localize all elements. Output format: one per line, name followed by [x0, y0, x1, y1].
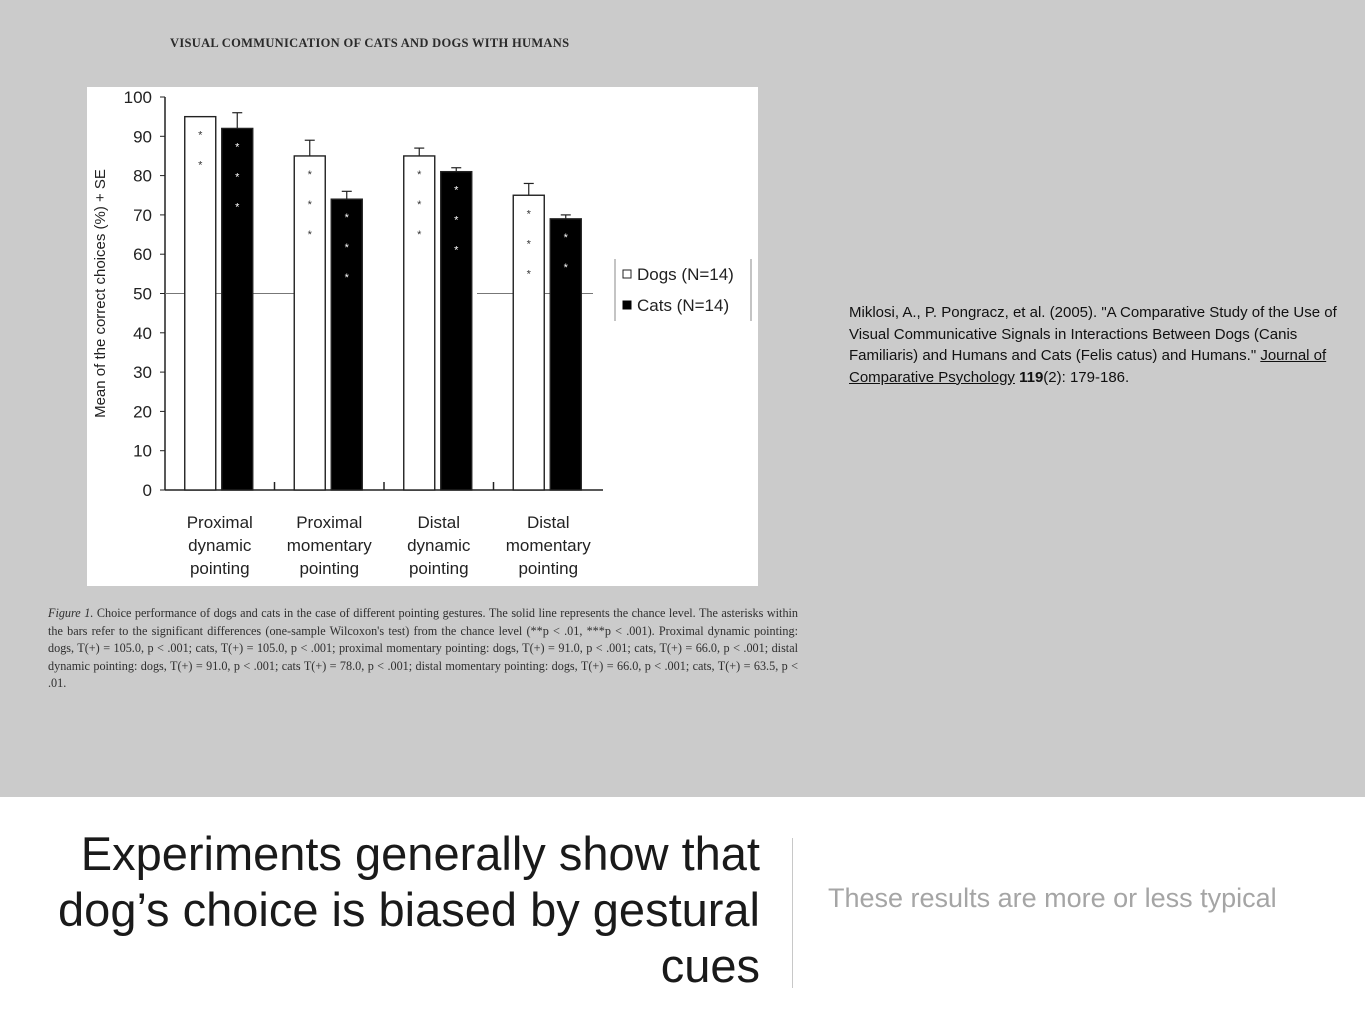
slide-headline: Experiments generally show that dog’s ch… [58, 827, 760, 992]
significance-star: * [527, 268, 532, 280]
x-category-label: Distal [527, 513, 570, 532]
significance-star: * [198, 130, 203, 142]
x-category-label: momentary [506, 536, 592, 555]
significance-star: * [345, 212, 350, 224]
significance-star: * [345, 272, 350, 284]
significance-star: * [417, 169, 422, 181]
significance-star: * [345, 242, 350, 254]
caption-lead: Figure 1. [48, 606, 94, 620]
x-category-label: Proximal [296, 513, 362, 532]
significance-star: * [527, 238, 532, 250]
x-category-label: momentary [287, 536, 373, 555]
y-tick-label: 20 [133, 402, 152, 421]
slide-subtext: These results are more or less typical [828, 883, 1277, 913]
significance-star: * [308, 199, 313, 211]
x-category-label: pointing [409, 559, 469, 578]
citation-journal: Journal of Comparative Psychology [849, 347, 1327, 386]
x-category-label: dynamic [188, 536, 252, 555]
citation-volume: 119 [1019, 368, 1044, 386]
dog-bar [512, 194, 545, 491]
scanned-figure: VISUAL COMMUNICATION OF CATS AND DOGS WI… [0, 0, 820, 797]
figure-caption: Figure 1. Choice performance of dogs and… [48, 605, 798, 693]
x-category-label: pointing [518, 559, 578, 578]
significance-star: * [308, 169, 313, 181]
bar-chart: Mean of the correct choices (%) + SE 100 9… [87, 87, 758, 586]
significance-star: * [235, 201, 240, 213]
significance-star: * [417, 199, 422, 211]
cat-bar [330, 198, 363, 491]
y-tick-label: 50 [133, 285, 152, 304]
significance-star: * [198, 160, 203, 172]
legend-label-cats: Cats (N=14) [637, 296, 729, 315]
cat-bar [440, 170, 473, 491]
y-tick-label: 30 [133, 363, 152, 382]
citation-issue-pages: (2): 179-186. [1043, 368, 1130, 386]
y-tick-label: 0 [143, 481, 152, 500]
significance-star: * [235, 141, 240, 153]
cat-bar [549, 218, 582, 491]
caption-text: Choice performance of dogs and cats in t… [48, 606, 799, 691]
y-axis-label: Mean of the correct choices (%) + SE [92, 169, 109, 418]
citation-authors: Miklosi, A., P. Pongracz, et al. (2005).… [849, 304, 1337, 364]
paper-running-header: VISUAL COMMUNICATION OF CATS AND DOGS WI… [170, 36, 570, 50]
significance-star: * [454, 215, 459, 227]
significance-star: * [564, 262, 569, 274]
divider [792, 838, 793, 988]
significance-star: * [564, 232, 569, 244]
y-tick-label: 70 [133, 206, 152, 225]
y-tick-label: 100 [124, 88, 152, 107]
dog-bar [293, 155, 326, 491]
figure-panel: VISUAL COMMUNICATION OF CATS AND DOGS WI… [0, 0, 1365, 797]
significance-star: * [235, 171, 240, 183]
y-tick-label: 80 [133, 167, 152, 186]
y-tick-label: 40 [133, 324, 152, 343]
legend-swatch-dogs [622, 269, 632, 279]
y-tick-label: 90 [133, 127, 152, 146]
significance-star: * [454, 185, 459, 197]
dog-bar [184, 115, 217, 491]
significance-star: * [417, 229, 422, 241]
x-category-label: Distal [417, 513, 460, 532]
x-category-label: dynamic [407, 536, 471, 555]
x-category-label: pointing [299, 559, 359, 578]
legend-swatch-cats [622, 300, 632, 310]
cat-bar [221, 127, 254, 491]
legend-label-dogs: Dogs (N=14) [637, 265, 734, 284]
x-category-label: Proximal [187, 513, 253, 532]
significance-star: * [527, 208, 532, 220]
y-tick-label: 10 [133, 442, 152, 461]
y-tick-label: 60 [133, 245, 152, 264]
citation: Miklosi, A., P. Pongracz, et al. (2005).… [849, 302, 1339, 388]
x-category-label: pointing [190, 559, 250, 578]
chart-svg: Mean of the correct choices (%) + SE1009… [92, 88, 752, 578]
significance-star: * [308, 229, 313, 241]
significance-star: * [454, 245, 459, 257]
